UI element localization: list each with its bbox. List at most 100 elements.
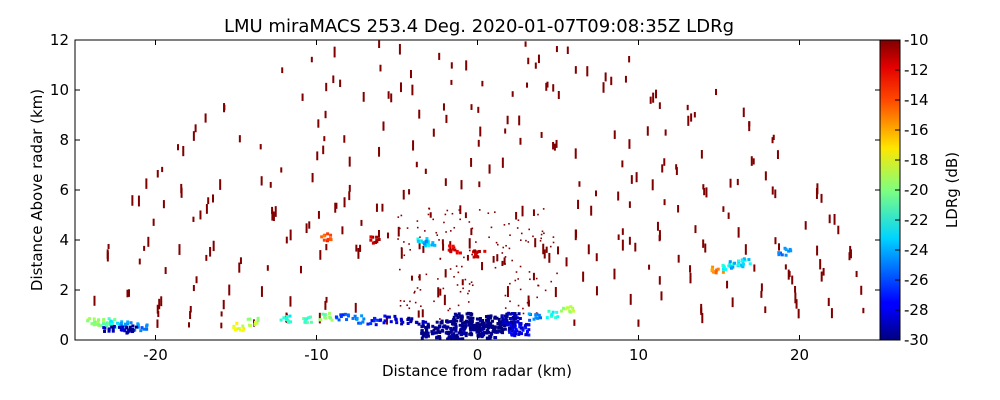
- clutter-mark: [161, 166, 164, 173]
- clutter-mark: [532, 209, 535, 216]
- x-tick-label: 20: [790, 346, 809, 364]
- clutter-dot: [467, 292, 469, 295]
- clutter-mark: [651, 179, 654, 191]
- clutter-dot: [536, 296, 538, 299]
- clutter-mark: [477, 106, 480, 113]
- clutter-mark: [577, 199, 580, 209]
- clutter-mark: [700, 303, 703, 314]
- clutter-dot: [408, 307, 411, 310]
- clutter-mark: [689, 265, 692, 273]
- clutter-dot: [419, 289, 422, 291]
- clutter-mark: [736, 178, 739, 186]
- clutter-mark: [543, 249, 546, 259]
- clutter-mark: [289, 229, 292, 241]
- clutter-mark: [160, 296, 163, 307]
- clutter-mark: [613, 268, 616, 280]
- plot-background: [75, 40, 880, 340]
- clutter-mark: [554, 287, 557, 298]
- clutter-mark: [621, 228, 624, 235]
- clutter-dot: [504, 307, 507, 309]
- clutter-dot: [453, 275, 455, 278]
- clutter-mark: [444, 178, 447, 186]
- clutter-mark: [450, 79, 453, 85]
- clutter-mark: [432, 128, 435, 137]
- clutter-mark: [658, 102, 661, 109]
- clutter-dot: [520, 232, 523, 235]
- data-point: [472, 249, 487, 259]
- clutter-mark: [628, 139, 631, 149]
- data-point: [369, 235, 381, 245]
- clutter-mark: [147, 236, 150, 247]
- clutter-mark: [157, 310, 160, 318]
- clutter-mark: [542, 243, 545, 255]
- clutter-mark: [319, 250, 322, 260]
- clutter-mark: [506, 115, 509, 125]
- clutter-mark: [156, 319, 159, 328]
- clutter-mark: [325, 296, 328, 303]
- clutter-mark: [334, 202, 337, 213]
- clutter-mark: [271, 206, 274, 215]
- clutter-mark: [465, 60, 468, 71]
- clutter-mark: [152, 218, 155, 226]
- clutter-mark: [634, 242, 637, 252]
- clutter-dot: [543, 232, 545, 235]
- clutter-dot: [517, 219, 520, 221]
- colorbar-tick-label: -30: [904, 331, 929, 349]
- x-tick-label: 0: [473, 346, 483, 364]
- clutter-dot: [409, 249, 411, 251]
- clutter-mark: [466, 254, 469, 261]
- clutter-mark: [658, 276, 661, 285]
- clutter-mark: [333, 46, 336, 58]
- clutter-mark: [822, 267, 825, 276]
- clutter-dot: [467, 301, 470, 303]
- clutter-mark: [752, 158, 755, 165]
- clutter-mark: [574, 229, 577, 241]
- clutter-mark: [126, 289, 129, 298]
- clutter-mark: [621, 160, 624, 168]
- data-point: [445, 327, 466, 341]
- clutter-dot: [462, 287, 464, 290]
- data-point: [302, 315, 313, 325]
- clutter-mark: [410, 275, 413, 281]
- clutter-mark: [552, 84, 555, 92]
- clutter-dot: [416, 220, 419, 222]
- clutter-dot: [439, 258, 442, 260]
- clutter-dot: [502, 246, 505, 249]
- clutter-mark: [511, 91, 514, 97]
- clutter-dot: [519, 239, 522, 242]
- clutter-mark: [478, 181, 481, 188]
- data-point: [246, 316, 260, 328]
- clutter-dot: [461, 265, 463, 268]
- clutter-dot: [399, 227, 401, 230]
- clutter-mark: [694, 225, 697, 234]
- clutter-dot: [451, 212, 454, 215]
- clutter-mark: [727, 212, 730, 219]
- clutter-mark: [521, 205, 524, 217]
- clutter-mark: [192, 131, 195, 141]
- clutter-mark: [386, 315, 389, 325]
- clutter-mark: [595, 286, 598, 296]
- clutter-mark: [348, 184, 351, 192]
- clutter-mark: [386, 232, 389, 239]
- clutter-mark: [220, 311, 223, 317]
- clutter-dot: [504, 256, 507, 258]
- clutter-dot: [504, 294, 507, 297]
- clutter-mark: [399, 82, 402, 93]
- clutter-mark: [791, 275, 794, 285]
- clutter-mark: [587, 244, 590, 255]
- clutter-mark: [418, 241, 421, 250]
- clutter-mark: [301, 93, 304, 101]
- clutter-mark: [442, 243, 445, 251]
- clutter-dot: [397, 238, 399, 240]
- clutter-dot: [505, 244, 507, 247]
- clutter-dot: [454, 314, 457, 317]
- clutter-mark: [437, 287, 440, 298]
- colorbar-tick-label: -10: [904, 31, 929, 49]
- clutter-dot: [519, 265, 522, 268]
- clutter-mark: [477, 139, 480, 147]
- clutter-mark: [506, 286, 509, 298]
- clutter-dot: [514, 279, 517, 282]
- clutter-mark: [663, 199, 666, 206]
- clutter-mark: [223, 103, 226, 113]
- clutter-mark: [378, 146, 381, 157]
